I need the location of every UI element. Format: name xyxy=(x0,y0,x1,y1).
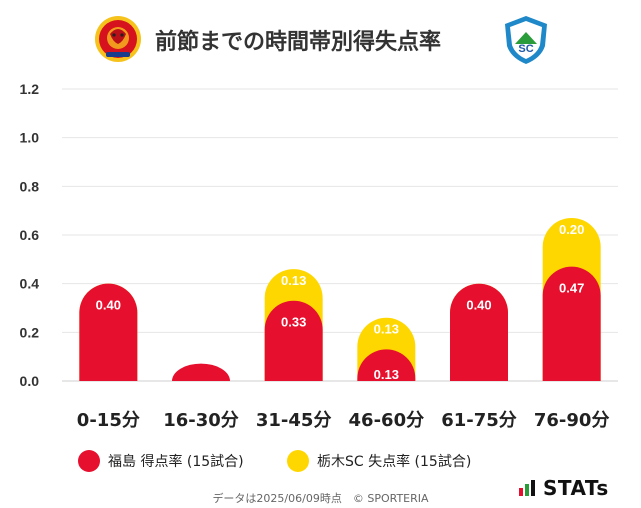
x-tick-label: 46-60分 xyxy=(349,410,425,431)
data-label-away: 0.20 xyxy=(559,222,584,237)
legend-home-label: 福島 得点率 (15試合) xyxy=(108,454,244,470)
bar-home xyxy=(450,283,508,381)
y-tick-label: 0.0 xyxy=(20,373,40,389)
svg-text:SC: SC xyxy=(518,43,533,55)
x-tick-label: 31-45分 xyxy=(256,410,332,431)
stats-brand: STATs xyxy=(519,476,609,500)
data-label-home: 0.47 xyxy=(559,281,584,296)
chart-title: 前節までの時間帯別得失点率 xyxy=(155,30,442,55)
bar-chart: 0.0 0.2 0.4 0.6 0.8 1.0 1.2 0.40 0-15分 16-30分 0.33… xyxy=(20,81,618,431)
legend-away-label: 栃木SC 失点率 (15試合) xyxy=(317,454,472,470)
y-tick-label: 1.0 xyxy=(20,130,40,146)
legend-away: 栃木SC 失点率 (15試合) xyxy=(287,448,471,474)
data-label-home: 0.40 xyxy=(466,298,491,313)
x-tick-label: 0-15分 xyxy=(77,410,140,431)
data-label-home: 0.40 xyxy=(96,298,121,313)
tochigi-sc-logo: SC xyxy=(505,16,547,64)
chart-header: 前節までの時間帯別得失点率 SC xyxy=(0,0,641,78)
x-tick-label: 76-90分 xyxy=(534,410,610,431)
x-tick-label: 16-30分 xyxy=(163,410,239,431)
stats-bars-icon xyxy=(519,480,537,496)
data-label-away: 0.13 xyxy=(281,273,306,288)
y-tick-label: 0.2 xyxy=(20,324,40,340)
data-label-away: 0.13 xyxy=(374,322,399,337)
bar-home xyxy=(264,300,323,381)
stats-brand-text: STATs xyxy=(543,476,609,500)
y-tick-label: 0.4 xyxy=(20,276,40,292)
data-label-home: 0.13 xyxy=(374,367,399,382)
bar-home xyxy=(542,266,601,381)
legend-away-swatch xyxy=(287,450,309,472)
y-tick-label: 1.2 xyxy=(20,81,40,97)
y-tick-label: 0.6 xyxy=(20,227,40,243)
data-note: データは2025/06/09時点 © SPORTERIA xyxy=(212,492,429,505)
legend-home: 福島 得点率 (15試合) xyxy=(78,448,244,474)
x-tick-label: 61-75分 xyxy=(441,410,517,431)
bar-home xyxy=(357,349,416,381)
y-tick-label: 0.8 xyxy=(20,178,40,194)
data-label-home: 0.33 xyxy=(281,315,306,330)
fukushima-united-logo xyxy=(95,16,141,62)
bar-home xyxy=(79,283,138,381)
legend-home-swatch xyxy=(78,450,100,472)
bar-home xyxy=(172,363,230,381)
